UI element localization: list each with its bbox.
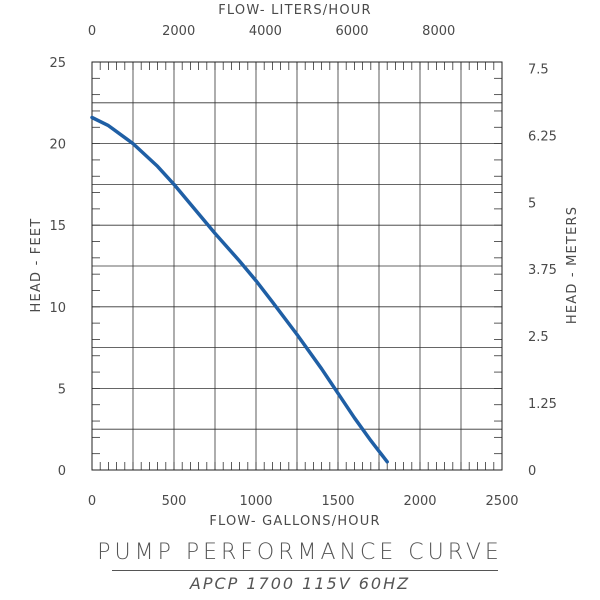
y2-tick-label: 0 (528, 464, 536, 479)
plot-frame (91, 61, 503, 471)
grid (92, 62, 502, 470)
x2-tick-label: 8000 (422, 24, 455, 39)
y2-tick-label: 6.25 (528, 129, 557, 144)
x-tick-label: 500 (162, 494, 187, 509)
x-tick-label: 0 (88, 494, 96, 509)
x-axis-title: FLOW- GALLONS/HOUR (209, 514, 380, 529)
x2-tick-label: 4000 (249, 24, 282, 39)
title-underline (112, 570, 498, 571)
minor-ticks (92, 62, 502, 470)
x-tick-label: 2000 (403, 494, 436, 509)
y2-tick-label: 5 (528, 196, 536, 211)
y2-tick-label: 2.5 (528, 330, 549, 345)
x2-tick-label: 0 (88, 24, 96, 39)
y-tick-label: 10 (49, 301, 66, 316)
y2-tick-label: 3.75 (528, 263, 557, 278)
y-axis-title: HEAD - FEET (29, 218, 44, 313)
x2-tick-label: 6000 (335, 24, 368, 39)
tick-labels: 0 500 1000 1500 2000 2500 0 2000 4000 6000 8000 0 5 1… (49, 24, 557, 509)
chart-title: PUMP PERFORMANCE CURVE (97, 540, 503, 565)
x2-tick-label: 2000 (162, 24, 195, 39)
x-tick-label: 1500 (321, 494, 354, 509)
x2-axis-title: FLOW- LITERS/HOUR (218, 3, 372, 18)
performance-curve (90, 115, 389, 464)
x-tick-label: 2500 (485, 494, 518, 509)
y2-tick-label: 7.5 (528, 62, 549, 77)
x-tick-label: 1000 (239, 494, 272, 509)
y-tick-label: 20 (49, 138, 66, 153)
y2-tick-label: 1.25 (528, 397, 557, 412)
series-layer (90, 115, 389, 464)
y-tick-label: 15 (49, 219, 66, 234)
pump-performance-chart: 0 500 1000 1500 2000 2500 0 2000 4000 6000 8000 0 5 1… (29, 3, 580, 529)
y-tick-label: 5 (58, 382, 66, 397)
y2-axis-title: HEAD - METERS (565, 206, 580, 324)
chart-subtitle: APCP 1700 115V 60HZ (189, 574, 411, 593)
y-tick-label: 0 (58, 464, 66, 479)
y-tick-label: 25 (49, 56, 66, 71)
